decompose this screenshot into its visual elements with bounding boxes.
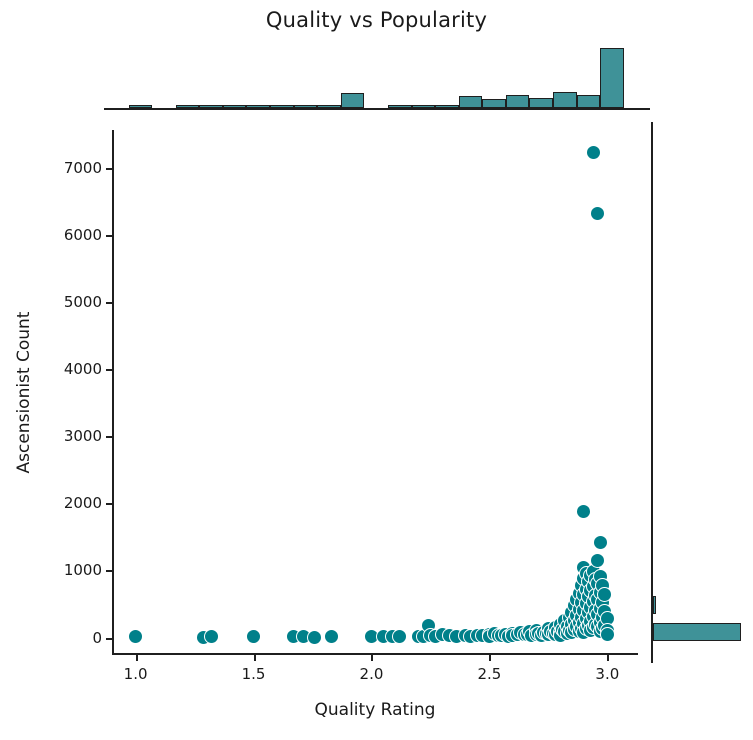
right-hist-bar: [653, 623, 741, 642]
top-hist-bar: [505, 95, 530, 108]
x-axis-tick-mark: [371, 655, 374, 661]
scatter-point: [585, 145, 601, 161]
x-axis-tick-mark: [135, 655, 138, 661]
scatter-point: [592, 534, 608, 550]
scatter-point: [590, 552, 606, 568]
right-marginal-histogram: [651, 122, 743, 663]
top-hist-bar: [600, 48, 624, 108]
top-hist-bar: [222, 105, 247, 108]
y-axis-tick-label: 5000: [63, 292, 102, 311]
y-axis-tick-mark: [106, 167, 112, 170]
x-axis-tick-label: 2.0: [359, 665, 384, 683]
x-axis-spine: [112, 653, 638, 655]
chart-title: Quality vs Popularity: [265, 8, 488, 32]
top-hist-bar: [128, 105, 153, 108]
y-axis-tick-label: 4000: [63, 360, 102, 378]
right-hist-baseline: [651, 122, 653, 663]
y-axis-spine: [112, 130, 114, 655]
scatter-point: [576, 503, 592, 519]
y-axis-tick-label: 3000: [63, 427, 102, 446]
y-axis-tick-mark: [106, 436, 112, 439]
y-axis-tick-label: 7000: [63, 158, 102, 177]
x-axis-tick-label: 2.5: [477, 665, 502, 683]
top-hist-bar: [246, 105, 271, 108]
top-hist-bar: [576, 95, 601, 108]
x-axis-tick-label: 1.5: [241, 665, 266, 683]
scatter-point: [246, 629, 262, 645]
top-hist-bar: [458, 96, 483, 108]
x-axis-label: Quality Rating: [314, 700, 436, 720]
top-hist-bar: [387, 105, 412, 108]
x-axis-tick-label: 1.0: [123, 665, 148, 683]
scatter-plot-panel: 0 1000 2000 3000 4000 5000 6000 7000 1.0 1.5 2.0 2.…: [64, 130, 638, 683]
top-hist-bar: [293, 105, 318, 108]
top-hist-bar: [553, 91, 577, 108]
scatter-point: [597, 587, 613, 603]
scatter-point: [590, 205, 606, 221]
top-hist-bar: [482, 99, 506, 108]
top-hist-bar: [411, 105, 436, 108]
y-axis-tick-mark: [106, 369, 112, 371]
top-hist-baseline: [104, 108, 650, 110]
top-hist-bar: [270, 105, 294, 108]
y-axis-tick-mark: [106, 570, 112, 573]
y-axis-tick-label: 2000: [63, 494, 102, 513]
scatter-point: [128, 629, 144, 645]
x-axis-tick-mark: [489, 655, 492, 661]
y-axis-tick-label: 6000: [63, 225, 102, 244]
y-axis-tick-mark: [106, 301, 112, 304]
top-hist-bar: [317, 105, 341, 108]
top-hist-bar: [199, 105, 223, 108]
y-axis-tick-mark: [106, 234, 112, 237]
x-axis-tick-mark: [253, 655, 256, 661]
y-axis-tick-mark: [106, 637, 112, 640]
x-axis-tick-mark: [607, 655, 610, 661]
scatter-point: [307, 629, 323, 645]
top-hist-bar: [340, 93, 365, 108]
scatter-point: [323, 629, 339, 645]
scatter-point: [599, 627, 615, 643]
y-axis-tick-mark: [106, 503, 112, 506]
top-hist-bar: [435, 105, 459, 108]
right-hist-bar: [653, 596, 656, 615]
y-axis-tick-label: 1000: [63, 561, 102, 580]
x-axis-tick-label: 3.0: [595, 665, 620, 683]
top-hist-bar: [529, 98, 554, 108]
scatter-point: [203, 629, 219, 645]
y-axis-tick-label: 0: [92, 628, 102, 647]
top-hist-bar: [175, 105, 200, 108]
top-marginal-histogram: [104, 48, 650, 110]
y-axis-label: Ascensionist Count: [14, 311, 34, 474]
scatter-point: [392, 629, 408, 645]
